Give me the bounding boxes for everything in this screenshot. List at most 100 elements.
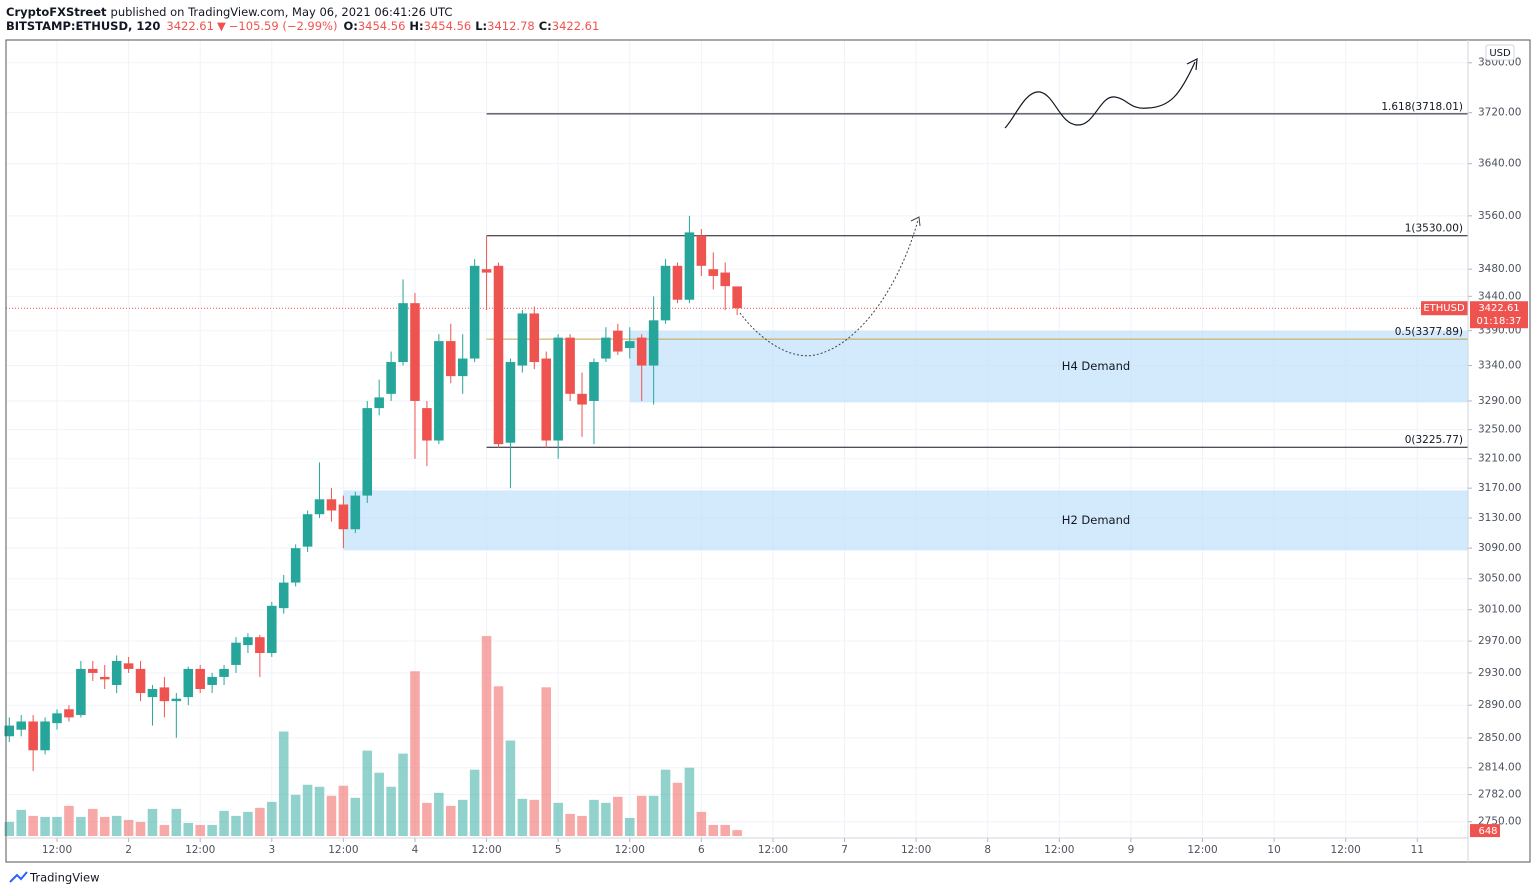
candles xyxy=(4,215,742,772)
candle-body xyxy=(541,358,552,441)
publisher: CryptoFXStreet xyxy=(6,5,107,19)
candle-body xyxy=(40,721,50,751)
volume-bar xyxy=(40,816,50,836)
volume-bar xyxy=(350,797,361,836)
volume-bar xyxy=(278,731,289,836)
candle-body xyxy=(529,313,540,363)
x-tick-label: 3 xyxy=(268,844,275,856)
candle-body xyxy=(493,265,504,445)
candle-body xyxy=(195,668,205,690)
close: 3422.61 xyxy=(552,19,600,33)
candle-body xyxy=(565,337,575,394)
o-label: O: xyxy=(343,19,357,33)
x-tick-label: 4 xyxy=(412,844,419,856)
y-tick-label: 3050.00 xyxy=(1478,573,1521,585)
x-tick-label: 10 xyxy=(1267,844,1280,856)
candle-body xyxy=(624,341,635,349)
footer-logo: TradingView xyxy=(9,871,99,885)
volume-bar xyxy=(589,799,599,836)
y-tick-label: 2850.00 xyxy=(1478,732,1521,744)
candle-body xyxy=(338,504,349,530)
y-tick-label: 2970.00 xyxy=(1478,635,1521,647)
price-tag-countdown: 01:18:37 xyxy=(1477,316,1522,327)
zone-label: H2 Demand xyxy=(1062,513,1130,527)
candle-body xyxy=(517,313,528,366)
fib-label: 0.5(3377.89) xyxy=(1395,326,1463,338)
volume-bar xyxy=(541,687,552,836)
candle-body xyxy=(684,232,695,300)
price-tag-symbol-box xyxy=(1421,301,1468,316)
y-tick-label: 3130.00 xyxy=(1478,512,1521,524)
volume-bar xyxy=(195,824,205,836)
volume-bar xyxy=(446,805,456,836)
volume-bar xyxy=(398,753,408,836)
candle-body xyxy=(660,265,671,321)
candle-body xyxy=(135,668,146,694)
candle-body xyxy=(708,269,719,276)
volume-bar xyxy=(601,802,611,836)
y-tick-label: 3560.00 xyxy=(1478,210,1521,222)
candle-body xyxy=(410,303,420,401)
y-tick-label: 3170.00 xyxy=(1478,482,1521,494)
candle-body xyxy=(183,668,194,698)
volume-bar xyxy=(111,815,122,836)
demand-zone xyxy=(343,490,1468,551)
y-tick-label: 2890.00 xyxy=(1478,699,1521,711)
candle-body xyxy=(99,676,110,680)
volume-bar xyxy=(374,772,384,836)
x-tick-label: 5 xyxy=(555,844,562,856)
candle-body xyxy=(636,337,647,366)
x-tick-label: 12:00 xyxy=(1044,844,1074,856)
fib-label: 1(3530.00) xyxy=(1405,223,1463,235)
candle-body xyxy=(207,676,217,685)
x-tick-label: 8 xyxy=(984,844,991,856)
candle-body xyxy=(672,265,683,300)
y-tick-label: 3800.00 xyxy=(1478,57,1521,69)
volume-bar xyxy=(553,802,563,836)
h-label: H: xyxy=(409,19,423,33)
candle-body xyxy=(314,499,325,515)
price-tag-symbol: ETHUSD xyxy=(1423,303,1465,314)
projection-arrowhead xyxy=(910,216,921,227)
y-tick-label: 3210.00 xyxy=(1478,453,1521,465)
x-tick-label: 12:00 xyxy=(1187,844,1217,856)
candle-body xyxy=(481,269,492,273)
fib-label: 0(3225.77) xyxy=(1405,434,1463,446)
footer: TradingView xyxy=(29,871,99,885)
candle-body xyxy=(732,286,742,309)
volume-tag-box xyxy=(1470,824,1500,838)
x-tick-label: 2 xyxy=(125,844,132,856)
volume-bar xyxy=(231,815,241,836)
volume-bar xyxy=(326,795,337,836)
fib-label: 1.618(3718.01) xyxy=(1381,101,1463,113)
candle-body xyxy=(219,668,229,677)
candle-body xyxy=(16,721,26,730)
l-label: L: xyxy=(475,19,487,33)
volume-bar xyxy=(255,807,265,836)
squiggle-arrowhead xyxy=(1186,57,1198,71)
candle-body xyxy=(422,408,432,441)
volume-bar xyxy=(434,792,444,836)
volume-bar xyxy=(672,782,683,836)
candle-body xyxy=(362,408,373,496)
volume-bar xyxy=(613,796,623,836)
x-tick-label: 12:00 xyxy=(758,844,788,856)
currency: USD xyxy=(1489,48,1511,59)
candle-body xyxy=(648,320,659,366)
header-line-1: CryptoFXStreet published on TradingView.c… xyxy=(6,5,452,19)
candle-body xyxy=(577,393,587,405)
candle-body xyxy=(505,362,516,443)
x-tick-label: 12:00 xyxy=(471,844,501,856)
volume-bar xyxy=(624,817,635,836)
candle-body xyxy=(111,660,122,685)
volume-bar xyxy=(410,671,420,836)
candle-body xyxy=(386,362,396,394)
volume-bar xyxy=(469,769,480,836)
volume-bar xyxy=(696,811,707,836)
grid xyxy=(6,40,1468,838)
y-tick-label: 2782.00 xyxy=(1478,789,1521,801)
symbol: BITSTAMP:ETHUSD, 120 xyxy=(6,19,160,33)
candle-body xyxy=(4,725,15,737)
y-tick-label: 3480.00 xyxy=(1478,263,1521,275)
